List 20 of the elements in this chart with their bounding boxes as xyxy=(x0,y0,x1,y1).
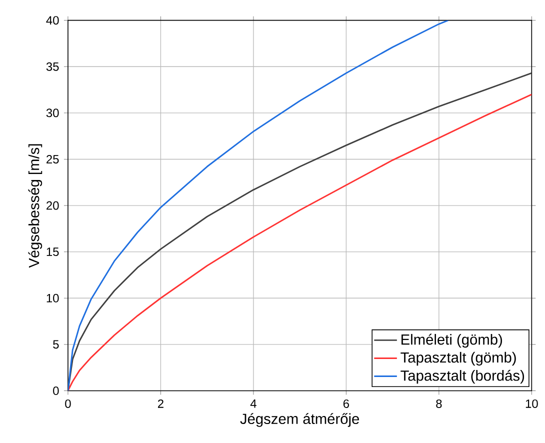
y-axis-title: Végsebesség [m/s] xyxy=(28,144,42,268)
legend-label: Tapasztalt (bordás) xyxy=(400,370,524,384)
x-axis-title: Jégszem átmérője xyxy=(240,413,360,428)
y-tick-label: 15 xyxy=(46,248,59,256)
x-tick-label: 10 xyxy=(526,400,538,408)
y-tick-label: 35 xyxy=(46,62,59,72)
y-tick-label: 5 xyxy=(53,340,59,349)
legend-label: Tapasztalt (gömb) xyxy=(400,352,516,366)
y-tick-label: 20 xyxy=(46,201,59,210)
y-tick-label: 25 xyxy=(46,155,59,164)
x-tick-label: 4 xyxy=(250,400,256,408)
y-tick-label: 40 xyxy=(46,16,59,25)
x-tick-label: 8 xyxy=(436,400,442,408)
y-tick-label: 10 xyxy=(46,294,59,303)
y-tick-label: 0 xyxy=(53,386,59,396)
x-tick-label: 6 xyxy=(343,400,349,408)
y-tick-label: 30 xyxy=(46,108,59,118)
legend-label: Elméleti (gömb) xyxy=(402,334,502,348)
x-tick-label: 2 xyxy=(158,400,164,408)
x-tick-label: 0 xyxy=(65,400,71,408)
